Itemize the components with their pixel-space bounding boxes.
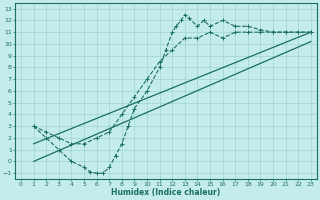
X-axis label: Humidex (Indice chaleur): Humidex (Indice chaleur) [111,188,220,197]
